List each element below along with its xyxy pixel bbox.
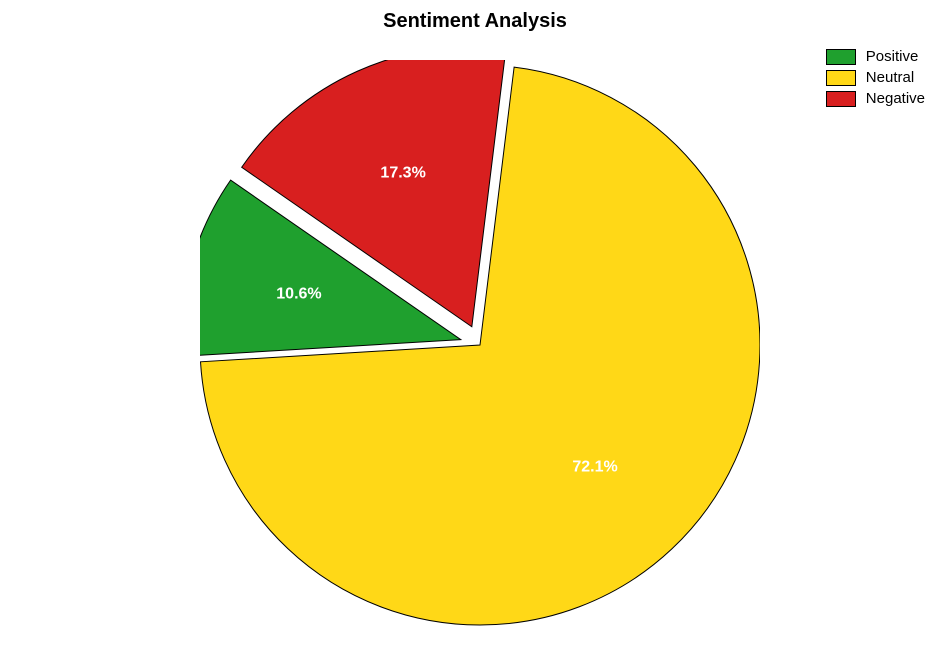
slice-label-positive: 10.6%: [276, 286, 321, 303]
chart-title: Sentiment Analysis: [0, 10, 950, 33]
slice-label-neutral: 72.1%: [572, 459, 617, 476]
legend-label-positive: Positive: [866, 48, 919, 65]
pie-svg: 72.1% 10.6% 17.3%: [200, 60, 760, 640]
legend-swatch-positive: [826, 49, 856, 65]
legend-swatch-neutral: [826, 70, 856, 86]
legend: Positive Neutral Negative: [826, 48, 925, 111]
sentiment-pie-chart: Sentiment Analysis 72.1% 10.6% 17.3% Posit…: [0, 0, 950, 662]
legend-item-negative: Negative: [826, 90, 925, 107]
legend-swatch-negative: [826, 91, 856, 107]
legend-label-negative: Negative: [866, 90, 925, 107]
legend-label-neutral: Neutral: [866, 69, 914, 86]
legend-item-positive: Positive: [826, 48, 925, 65]
slice-label-negative: 17.3%: [380, 165, 425, 182]
legend-item-neutral: Neutral: [826, 69, 925, 86]
